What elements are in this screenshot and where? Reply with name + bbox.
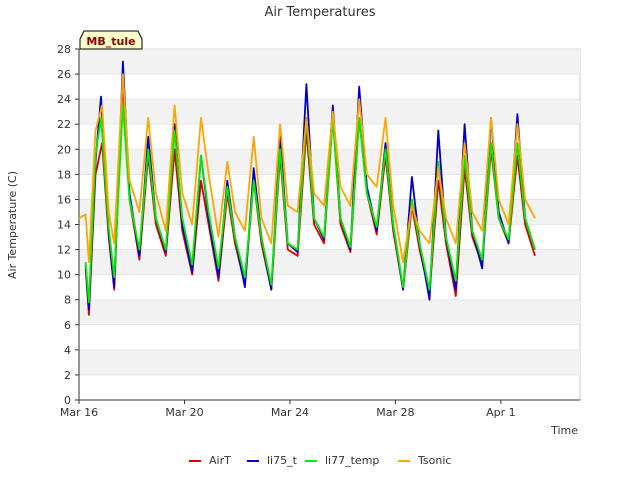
plot-background [78,48,581,401]
site-badge: MB_tule [79,30,143,50]
y-tick-label: 14 [57,219,71,232]
y-tick-label: 22 [57,118,71,131]
x-tick-label: Mar 20 [165,406,203,419]
y-axis-title: Air Temperature (C) [6,171,19,279]
y-tick-label: 26 [57,68,71,81]
x-axis-title: Time [550,424,578,437]
y-tick-label: 0 [64,394,71,407]
legend-label: AirT [209,454,231,467]
legend: AirT li75_t li77_temp Tsonic [189,454,451,467]
site-badge-label: MB_tule [86,35,135,48]
legend-label: li77_temp [325,454,379,467]
y-tick-label: 18 [57,168,71,181]
y-tick-label: 4 [64,344,71,357]
series-layer [78,60,536,316]
series-line-li77-temp [84,104,536,304]
x-axis: Mar 16 Mar 20 Mar 24 Mar 28 Apr 1 [60,400,516,419]
y-tick-label: 28 [57,43,71,56]
y-tick-label: 12 [57,244,71,257]
y-tick-label: 8 [64,294,71,307]
grid-band [79,49,580,75]
y-tick-label: 6 [64,319,71,332]
series-line-tsonic [78,73,536,263]
legend-label: Tsonic [417,454,451,467]
grid-band [79,299,580,325]
x-tick-label: Mar 24 [271,406,309,419]
x-tick-label: Apr 1 [486,406,516,419]
x-tick-label: Mar 28 [376,406,414,419]
site-badge-box [79,30,143,50]
x-tick-label: Mar 16 [60,406,98,419]
grid-band [79,249,580,275]
y-tick-label: 16 [57,193,71,206]
legend-label: li75_t [267,454,298,467]
y-tick-label: 2 [64,369,71,382]
y-tick-label: 20 [57,143,71,156]
y-tick-label: 10 [57,269,71,282]
chart-title: Air Temperatures [264,5,375,20]
grid-band [79,99,580,125]
y-tick-label: 24 [57,93,71,106]
grid-band [79,349,580,375]
